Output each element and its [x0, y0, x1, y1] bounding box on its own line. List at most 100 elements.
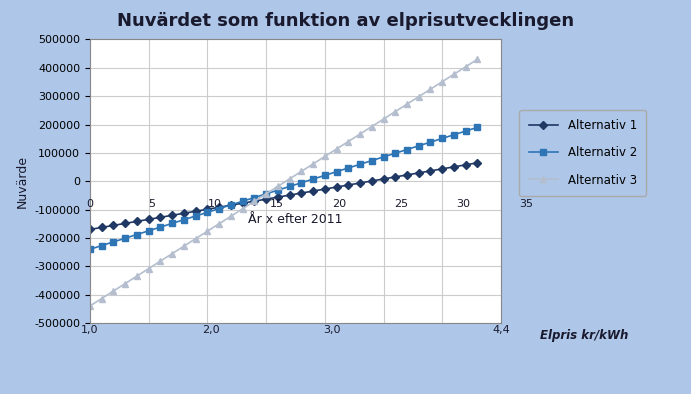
- Alternativ 1: [391, 175, 399, 179]
- Text: Elpris kr/kWh: Elpris kr/kWh: [540, 329, 628, 342]
- Legend: Alternativ 1, Alternativ 2, Alternativ 3: Alternativ 1, Alternativ 2, Alternativ 3: [519, 110, 646, 196]
- Alternativ 3: [215, 221, 223, 226]
- Alternativ 2: [462, 129, 470, 134]
- Alternativ 2: [297, 180, 305, 185]
- Alternativ 1: [321, 187, 329, 191]
- Alternativ 1: [285, 193, 294, 197]
- Alternativ 1: [180, 211, 188, 216]
- Alternativ 2: [332, 169, 341, 174]
- Alternativ 3: [297, 169, 305, 174]
- Alternativ 2: [450, 132, 458, 137]
- Alternativ 3: [403, 102, 411, 106]
- Alternativ 2: [203, 210, 211, 215]
- Alternativ 3: [274, 184, 282, 189]
- Text: 10: 10: [207, 199, 221, 209]
- Alternativ 2: [121, 236, 129, 241]
- Text: 0: 0: [86, 199, 93, 209]
- Alternativ 1: [450, 164, 458, 169]
- Alternativ 2: [156, 225, 164, 230]
- Alternativ 1: [262, 197, 270, 201]
- Alternativ 1: [462, 162, 470, 167]
- Alternativ 1: [191, 209, 200, 214]
- Alternativ 1: [297, 191, 305, 195]
- Text: Nuvärdet som funktion av elprisutvecklingen: Nuvärdet som funktion av elprisutvecklin…: [117, 12, 574, 30]
- Alternativ 2: [215, 206, 223, 211]
- Text: 3,0: 3,0: [323, 325, 341, 335]
- Alternativ 1: [415, 171, 423, 175]
- Line: Alternativ 2: Alternativ 2: [87, 125, 480, 252]
- Alternativ 2: [391, 151, 399, 156]
- Alternativ 3: [156, 259, 164, 264]
- Alternativ 3: [450, 72, 458, 76]
- Alternativ 1: [109, 223, 117, 228]
- Alternativ 3: [391, 109, 399, 114]
- Alternativ 3: [238, 206, 247, 211]
- Text: År x efter 2011: År x efter 2011: [248, 213, 343, 226]
- Alternativ 1: [356, 180, 364, 185]
- Alternativ 3: [121, 281, 129, 286]
- Alternativ 3: [344, 139, 352, 144]
- Alternativ 3: [203, 229, 211, 234]
- Alternativ 3: [473, 57, 482, 61]
- Alternativ 2: [403, 147, 411, 152]
- Alternativ 2: [86, 247, 94, 252]
- Alternativ 3: [227, 214, 235, 219]
- Alternativ 1: [309, 189, 317, 193]
- Text: 1,0: 1,0: [81, 325, 99, 335]
- Alternativ 1: [368, 178, 376, 183]
- Alternativ 1: [473, 160, 482, 165]
- Text: 15: 15: [269, 199, 284, 209]
- Alternativ 2: [473, 125, 482, 130]
- Alternativ 1: [332, 185, 341, 190]
- Alternativ 2: [285, 184, 294, 189]
- Alternativ 1: [144, 217, 153, 222]
- Alternativ 1: [121, 221, 129, 226]
- Alternativ 3: [180, 244, 188, 249]
- Alternativ 1: [227, 203, 235, 208]
- Alternativ 1: [203, 207, 211, 212]
- Alternativ 2: [191, 214, 200, 218]
- Alternativ 2: [321, 173, 329, 178]
- Alternativ 1: [156, 215, 164, 220]
- Alternativ 2: [144, 229, 153, 233]
- Y-axis label: Nuvärde: Nuvärde: [15, 155, 28, 208]
- Alternativ 2: [379, 154, 388, 159]
- Text: 30: 30: [457, 199, 471, 209]
- Line: Alternativ 1: Alternativ 1: [87, 160, 480, 232]
- Alternativ 2: [309, 177, 317, 182]
- Alternativ 3: [191, 236, 200, 241]
- Alternativ 3: [356, 132, 364, 136]
- Alternativ 3: [250, 199, 258, 204]
- Text: 25: 25: [395, 199, 408, 209]
- Alternativ 1: [250, 199, 258, 204]
- Text: 4,4: 4,4: [492, 325, 510, 335]
- Alternativ 1: [274, 195, 282, 199]
- Alternativ 2: [109, 240, 117, 244]
- Alternativ 2: [356, 162, 364, 167]
- Alternativ 2: [133, 232, 141, 237]
- Alternativ 3: [144, 266, 153, 271]
- Alternativ 3: [133, 274, 141, 279]
- Alternativ 2: [168, 221, 176, 226]
- Alternativ 1: [238, 201, 247, 206]
- Alternativ 3: [285, 177, 294, 181]
- Alternativ 2: [180, 217, 188, 222]
- Alternativ 3: [415, 94, 423, 99]
- Alternativ 2: [344, 165, 352, 170]
- Alternativ 2: [262, 191, 270, 196]
- Alternativ 3: [309, 162, 317, 166]
- Alternativ 1: [97, 225, 106, 230]
- Alternativ 2: [250, 195, 258, 200]
- Alternativ 2: [227, 203, 235, 207]
- Text: 2,0: 2,0: [202, 325, 220, 335]
- Text: 35: 35: [519, 199, 533, 209]
- Alternativ 3: [332, 147, 341, 151]
- Alternativ 3: [97, 296, 106, 301]
- Alternativ 3: [321, 154, 329, 159]
- Alternativ 3: [426, 87, 435, 91]
- Alternativ 1: [215, 205, 223, 210]
- Alternativ 3: [368, 124, 376, 129]
- Alternativ 3: [109, 289, 117, 294]
- Alternativ 3: [379, 117, 388, 121]
- Alternativ 3: [168, 251, 176, 256]
